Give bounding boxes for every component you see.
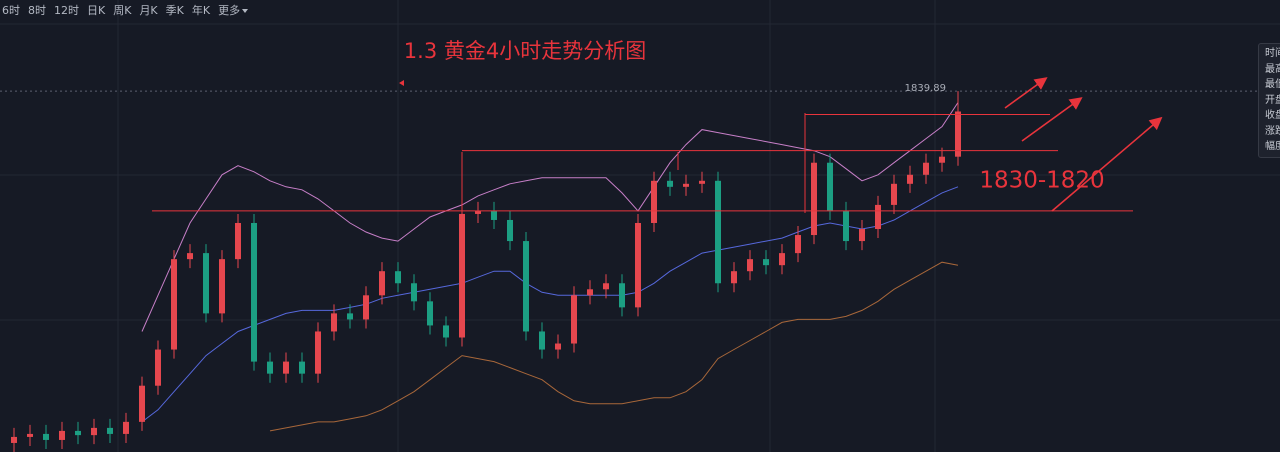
candle-body xyxy=(171,259,177,350)
candle-body xyxy=(331,313,337,332)
info-label: 开盘 xyxy=(1265,94,1280,106)
candle-body xyxy=(763,259,769,266)
drawn-levels xyxy=(152,114,1133,212)
candle-body xyxy=(43,433,49,440)
arrows xyxy=(1004,77,1163,212)
band-line xyxy=(269,261,959,432)
candle-body xyxy=(731,271,737,284)
info-label: 涨跌 xyxy=(1265,125,1280,137)
candle-body xyxy=(923,162,929,175)
candles xyxy=(11,91,961,452)
candle-body xyxy=(955,111,961,157)
interval-button[interactable]: 日K xyxy=(87,4,106,17)
candle-body xyxy=(443,325,449,338)
candle-body xyxy=(427,301,433,326)
candle-body xyxy=(555,343,561,350)
candle-body xyxy=(539,331,545,350)
candle-body xyxy=(827,162,833,211)
candle-body xyxy=(699,180,705,184)
candle-body xyxy=(843,210,849,242)
candle-body xyxy=(11,436,17,443)
interval-button[interactable]: 年K xyxy=(191,4,211,17)
info-label: 收盘 xyxy=(1265,110,1280,121)
candle-body xyxy=(59,430,65,440)
info-label: 时间 xyxy=(1265,48,1280,59)
candle-body xyxy=(491,210,497,220)
candle-body xyxy=(363,295,369,320)
candle-body xyxy=(203,253,209,314)
candle-body xyxy=(603,283,609,290)
drawn-connectors xyxy=(461,113,806,213)
more-button[interactable]: 更多 xyxy=(218,2,248,18)
candle-body xyxy=(155,349,161,386)
candle-body xyxy=(859,229,865,242)
candle-body xyxy=(395,271,401,284)
chart-title: 1.3 黄金4小时走势分析图 xyxy=(404,39,646,63)
candle-body xyxy=(235,222,241,260)
candle-body xyxy=(939,156,945,163)
candle-body xyxy=(587,289,593,296)
candle-body xyxy=(123,421,129,434)
candle-body xyxy=(299,361,305,374)
interval-toolbar: 6时 8时 12时 日K 周K 月K 季K 年K 更多 xyxy=(0,0,248,20)
candle-body xyxy=(907,174,913,184)
candle-body xyxy=(667,180,673,187)
candle-body xyxy=(139,385,145,422)
candle-body xyxy=(475,210,481,214)
candle-body xyxy=(811,162,817,236)
candle-body xyxy=(267,361,273,374)
interval-button[interactable]: 12时 xyxy=(54,4,79,17)
candle-body xyxy=(507,219,513,242)
candle-body xyxy=(715,180,721,284)
info-label: 幅度 xyxy=(1265,141,1280,152)
band-line xyxy=(141,102,959,332)
candle-body xyxy=(795,235,801,254)
candle-body xyxy=(523,241,529,332)
candle-body xyxy=(683,183,689,187)
candle-body xyxy=(107,427,113,434)
interval-button[interactable]: 8时 xyxy=(28,4,46,17)
candle-body xyxy=(347,313,353,320)
marker-triangle xyxy=(399,80,404,86)
candle-body xyxy=(571,295,577,344)
candle-body xyxy=(251,222,257,362)
annotation: 1830-1820 xyxy=(979,168,1104,194)
candle-body xyxy=(747,259,753,272)
info-panel: 时间最高最低开盘收盘涨跌幅度 xyxy=(1258,43,1280,158)
bollinger-bands xyxy=(141,102,959,432)
candle-body xyxy=(187,253,193,260)
candle-body xyxy=(635,222,641,308)
candle-body xyxy=(27,433,33,437)
interval-button[interactable]: 季K xyxy=(165,4,184,17)
candle-body xyxy=(891,183,897,205)
interval-button[interactable]: 6时 xyxy=(2,4,20,17)
candle-body xyxy=(459,213,465,338)
info-label: 最高 xyxy=(1265,63,1280,75)
candle-body xyxy=(75,430,81,436)
candle-body xyxy=(779,253,785,266)
candle-body xyxy=(379,271,385,296)
interval-button[interactable]: 周K xyxy=(113,4,132,17)
candle-body xyxy=(283,361,289,374)
interval-button[interactable]: 月K xyxy=(139,4,158,17)
candle-body xyxy=(651,180,657,223)
info-label: 最低 xyxy=(1265,79,1280,90)
candle-body xyxy=(219,259,225,314)
band-line xyxy=(141,186,959,423)
candle-body xyxy=(875,204,881,230)
high-label: 1839.89 xyxy=(905,83,946,94)
candle-body xyxy=(411,283,417,302)
candle-body xyxy=(619,283,625,308)
candle-body xyxy=(91,427,97,436)
candle-body xyxy=(315,331,321,374)
